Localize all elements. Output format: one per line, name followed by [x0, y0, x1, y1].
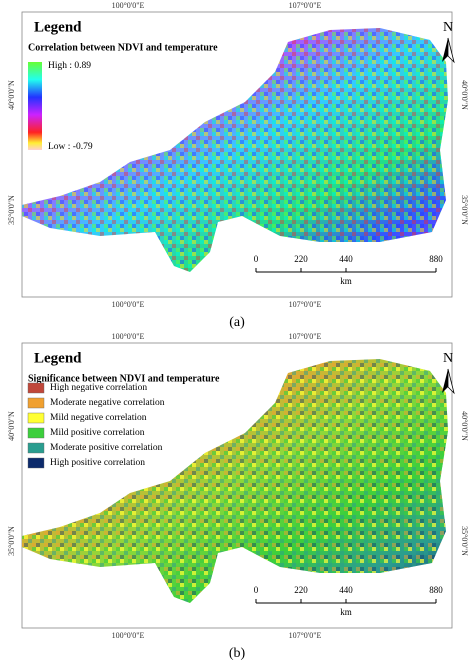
- longitude-label: 107°0'0"E: [289, 332, 322, 341]
- longitude-label: 100°0'0"E: [112, 300, 145, 309]
- latitude-label: 40°0'0"N: [7, 411, 16, 441]
- north-arrow: [442, 369, 448, 393]
- legend-low: Low : -0.79: [48, 142, 93, 152]
- scale-label: 880: [429, 254, 443, 264]
- map-frame: [21, 342, 453, 629]
- legend-subtitle: Significance between NDVI and temperatur…: [28, 373, 220, 384]
- legend-item: High positive correlation: [50, 458, 145, 468]
- latitude-label: 35°0'0"N: [7, 195, 16, 225]
- scale-label: 440: [339, 585, 353, 595]
- north-label: N: [443, 351, 453, 366]
- longitude-label: 100°0'0"E: [112, 332, 145, 341]
- map-frame: [21, 11, 453, 298]
- scale-label: 220: [294, 585, 308, 595]
- longitude-label: 100°0'0"E: [112, 1, 145, 10]
- legend-high: High : 0.89: [48, 61, 91, 71]
- legend-swatch: [27, 442, 45, 454]
- legend-colorbar: [28, 62, 42, 150]
- legend-title: Legend: [34, 19, 82, 35]
- legend-item: High negative correlation: [50, 383, 147, 393]
- scale-label: 0: [254, 254, 259, 264]
- latitude-label: 35°0'0"N: [460, 526, 469, 556]
- north-label: N: [443, 20, 453, 35]
- legend-item: Moderate negative correlation: [50, 398, 165, 408]
- scale-label: 880: [429, 585, 443, 595]
- legend-swatch: [27, 382, 45, 394]
- scale-label: 440: [339, 254, 353, 264]
- north-arrow: [447, 37, 455, 64]
- caption: (b): [229, 646, 246, 661]
- scale-unit: km: [340, 607, 352, 617]
- latitude-label: 40°0'0"N: [7, 80, 16, 110]
- latitude-label: 35°0'0"N: [7, 526, 16, 556]
- legend-subtitle: Correlation between NDVI and temperature: [28, 42, 218, 53]
- latitude-label: 40°0'0"N: [460, 80, 469, 110]
- north-arrow: [447, 368, 455, 395]
- longitude-label: 107°0'0"E: [289, 631, 322, 640]
- north-arrow: [442, 38, 448, 62]
- longitude-label: 107°0'0"E: [289, 300, 322, 309]
- legend-swatch: [27, 412, 45, 424]
- legend-swatch: [27, 397, 45, 409]
- legend-swatch: [27, 427, 45, 439]
- longitude-label: 100°0'0"E: [112, 631, 145, 640]
- legend-title: Legend: [34, 350, 82, 366]
- caption: (a): [229, 315, 245, 330]
- legend-item: Mild positive correlation: [50, 428, 145, 438]
- scale-label: 220: [294, 254, 308, 264]
- legend-item: Moderate positive correlation: [50, 443, 163, 453]
- map-texture: [22, 28, 448, 272]
- map-panel: 100°0'0"E 100°0'0"E 107°0'0"E 107°0'0"E 40°0…: [7, 332, 469, 661]
- scale-label: 0: [254, 585, 259, 595]
- map-texture: [22, 359, 448, 603]
- legend-item: Mild negative correlation: [50, 413, 147, 423]
- latitude-label: 40°0'0"N: [460, 411, 469, 441]
- map-panel: 100°0'0"E 100°0'0"E 107°0'0"E 107°0'0"E 40°0…: [7, 1, 469, 330]
- latitude-label: 35°0'0"N: [460, 195, 469, 225]
- longitude-label: 107°0'0"E: [289, 1, 322, 10]
- scale-unit: km: [340, 276, 352, 286]
- legend-swatch: [27, 457, 45, 469]
